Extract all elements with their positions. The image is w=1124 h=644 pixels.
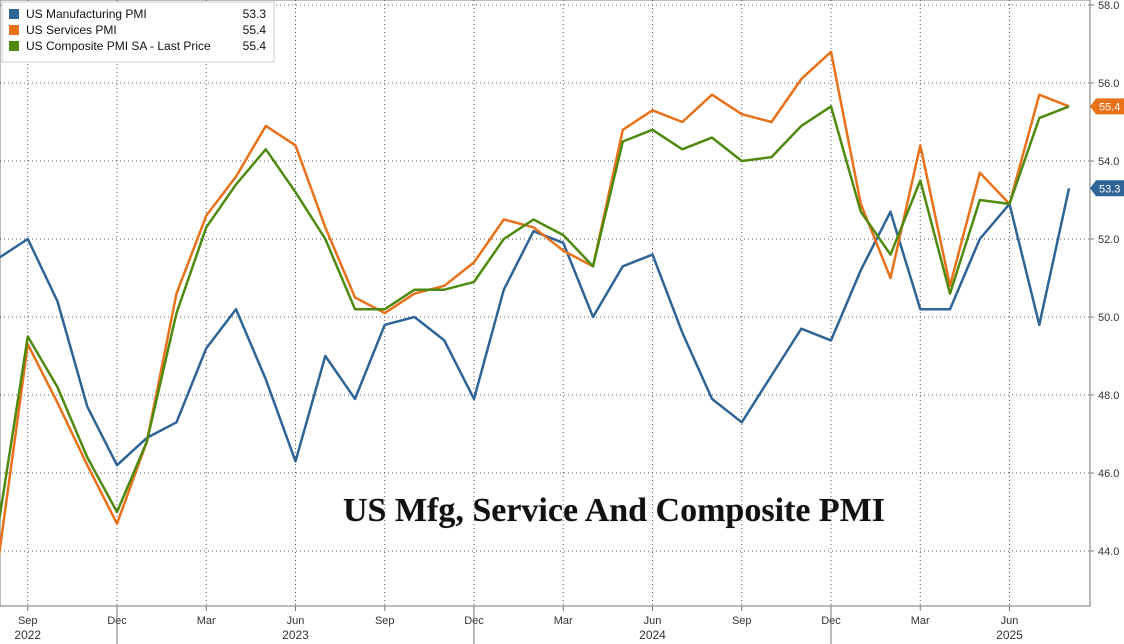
y-tick-label: 50.0 xyxy=(1098,312,1119,324)
legend-swatch-2 xyxy=(9,25,19,35)
last-value-tag-manufacturing: 53.3 xyxy=(1090,180,1124,197)
last-value-tag-services: 55.4 xyxy=(1090,98,1124,115)
legend-box xyxy=(1,1,275,63)
x-tick-label: Sep xyxy=(732,615,752,627)
legend-value-3: 55.4 xyxy=(243,39,267,53)
legend-label-2: US Services PMI xyxy=(26,23,117,37)
series-lines xyxy=(0,50,1071,558)
last-value-tag-manufacturing-shape xyxy=(1090,180,1124,197)
x-tick-label: Jun xyxy=(644,615,662,627)
series-line-2 xyxy=(0,50,1070,558)
y-tick-label: 44.0 xyxy=(1098,546,1119,558)
last-value-tag-manufacturing-label: 53.3 xyxy=(1099,183,1120,195)
year-label: 2023 xyxy=(282,628,309,642)
year-label: 2022 xyxy=(14,628,41,642)
year-label: 2025 xyxy=(996,628,1023,642)
x-tick-label: Jun xyxy=(1001,615,1019,627)
plot-frame xyxy=(0,0,1091,607)
y-tick-label: 56.0 xyxy=(1098,78,1119,90)
x-tick-label: Mar xyxy=(911,615,930,627)
y-tick-label: 46.0 xyxy=(1098,468,1119,480)
series-line-3 xyxy=(0,105,1070,523)
chart-title: US Mfg, Service And Composite PMI xyxy=(343,492,885,529)
y-tick-label: 52.0 xyxy=(1098,234,1119,246)
legend-label-1: US Manufacturing PMI xyxy=(26,7,147,21)
year-label: 2024 xyxy=(639,628,666,642)
x-tick-label: Jun xyxy=(287,615,305,627)
legend-swatch-1 xyxy=(9,9,19,19)
x-tick-label: Sep xyxy=(18,615,38,627)
y-tick-label: 54.0 xyxy=(1098,156,1119,168)
last-value-tag-services-shape xyxy=(1090,98,1124,115)
x-tick-label: Sep xyxy=(375,615,395,627)
legend-label-3: US Composite PMI SA - Last Price xyxy=(26,39,211,53)
legend: US Manufacturing PMI 53.3 US Services PMI 5… xyxy=(1,1,275,63)
x-tick-label: Mar xyxy=(554,615,573,627)
legend-swatch-3 xyxy=(9,41,19,51)
x-tick-label: Mar xyxy=(197,615,216,627)
last-value-tags: 53.3 55.4 xyxy=(1090,98,1124,197)
series-line-1 xyxy=(0,188,1071,467)
legend-value-2: 55.4 xyxy=(243,23,267,37)
grid-lines xyxy=(0,0,1090,606)
last-value-tag-services-label: 55.4 xyxy=(1099,101,1120,113)
legend-value-1: 53.3 xyxy=(243,7,267,21)
y-tick-label: 48.0 xyxy=(1098,390,1119,402)
y-tick-label: 58.0 xyxy=(1098,0,1119,12)
